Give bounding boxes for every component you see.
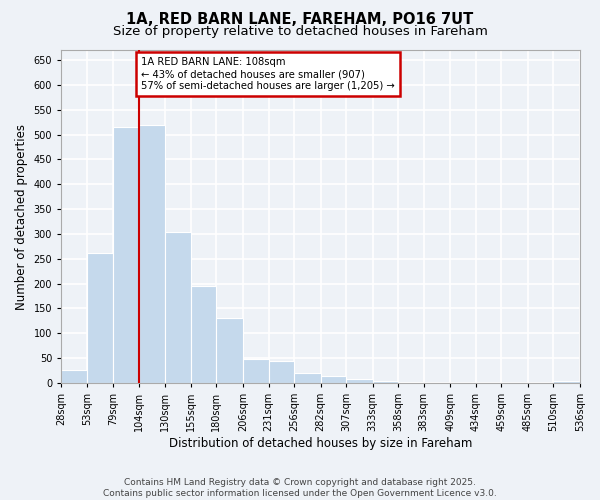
Bar bbox=[139, 125, 166, 383]
Bar bbox=[373, 380, 398, 383]
Y-axis label: Number of detached properties: Number of detached properties bbox=[15, 124, 28, 310]
Bar bbox=[191, 286, 217, 383]
Text: 1A, RED BARN LANE, FAREHAM, PO16 7UT: 1A, RED BARN LANE, FAREHAM, PO16 7UT bbox=[127, 12, 473, 28]
Text: 1A RED BARN LANE: 108sqm
← 43% of detached houses are smaller (907)
57% of semi-: 1A RED BARN LANE: 108sqm ← 43% of detach… bbox=[141, 58, 395, 90]
Bar bbox=[243, 358, 269, 383]
Bar bbox=[269, 360, 294, 383]
Bar bbox=[166, 232, 191, 383]
Bar bbox=[113, 126, 139, 383]
Bar bbox=[398, 382, 424, 383]
Bar bbox=[346, 379, 373, 383]
Bar bbox=[320, 376, 346, 383]
Bar bbox=[294, 373, 320, 383]
Text: Size of property relative to detached houses in Fareham: Size of property relative to detached ho… bbox=[113, 25, 487, 38]
Bar bbox=[553, 380, 580, 383]
Bar bbox=[61, 370, 87, 383]
Text: Contains HM Land Registry data © Crown copyright and database right 2025.
Contai: Contains HM Land Registry data © Crown c… bbox=[103, 478, 497, 498]
Bar bbox=[217, 318, 243, 383]
Bar bbox=[87, 253, 113, 383]
X-axis label: Distribution of detached houses by size in Fareham: Distribution of detached houses by size … bbox=[169, 437, 472, 450]
